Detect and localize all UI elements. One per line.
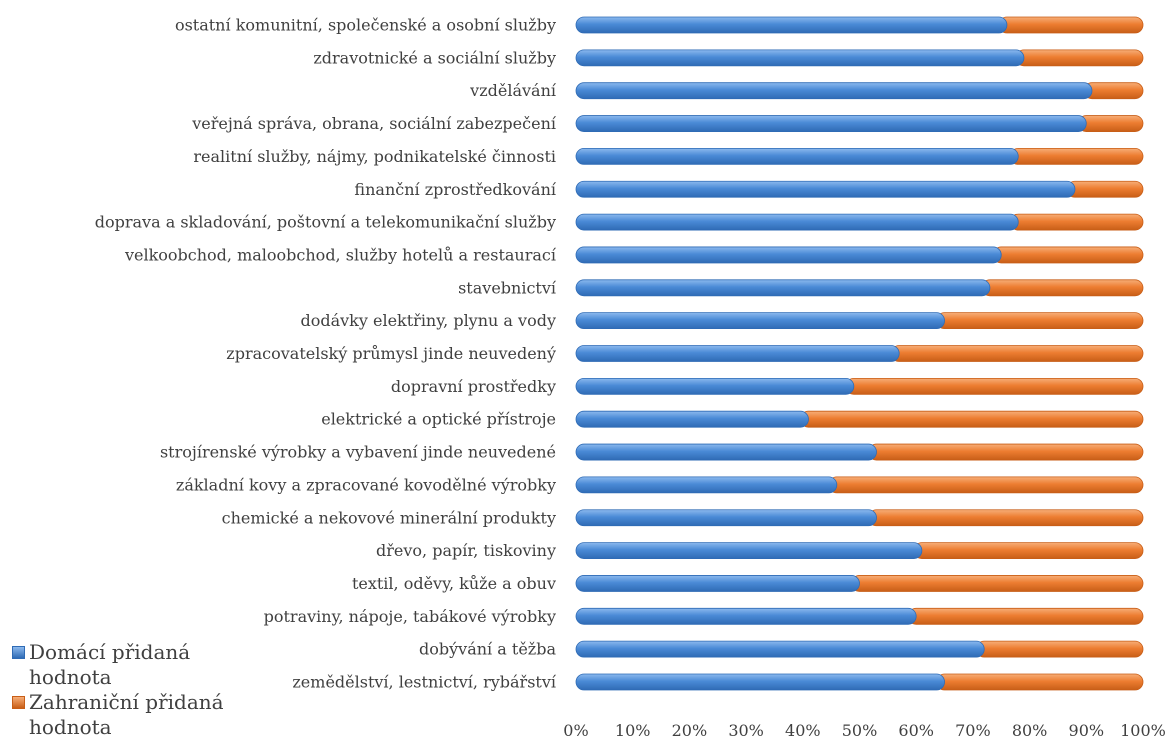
bar-foreign xyxy=(800,410,1144,428)
bar-foreign xyxy=(1083,82,1144,100)
bar-domestic xyxy=(575,509,877,527)
category-label: veřejná správa, obrana, sociální zabezpe… xyxy=(191,114,557,133)
category-label: stavebnictví xyxy=(458,278,557,297)
bar-domestic xyxy=(575,115,1087,132)
bar-foreign xyxy=(828,476,1144,494)
bar-foreign xyxy=(868,443,1144,461)
bar-domestic xyxy=(575,410,809,428)
bar-foreign xyxy=(1015,49,1144,67)
legend-item-foreign: Zahraniční přidaná hodnota xyxy=(12,690,242,740)
category-label: zpracovatelský průmysl jinde neuvedený xyxy=(226,344,556,363)
bar-domestic xyxy=(575,345,900,362)
bar-domestic xyxy=(575,673,945,691)
bar-domestic xyxy=(575,312,945,330)
bar-foreign xyxy=(907,607,1144,625)
bar-foreign xyxy=(981,279,1144,297)
category-label: ostatní komunitní, společenské a osobní … xyxy=(175,16,556,35)
bar-foreign xyxy=(936,312,1144,330)
category-label: dopravní prostředky xyxy=(391,377,556,396)
category-label: vzdělávání xyxy=(469,81,557,100)
bar-domestic xyxy=(575,180,1076,198)
bar-foreign xyxy=(913,542,1144,559)
bars-layer xyxy=(575,16,1144,691)
category-label: dobývání a těžba xyxy=(419,640,556,659)
x-tick-label: 30% xyxy=(728,721,764,740)
bar-foreign xyxy=(1009,213,1144,231)
bar-foreign xyxy=(845,377,1144,395)
bar-domestic xyxy=(575,279,991,297)
bar-domestic xyxy=(575,147,1019,165)
category-label: velkoobchod, maloobchod, služby hotelů a… xyxy=(124,245,557,264)
x-tick-label: 70% xyxy=(955,721,991,740)
bar-foreign xyxy=(998,16,1144,34)
bar-domestic xyxy=(575,575,860,592)
category-label: finanční zprostředkování xyxy=(354,180,556,199)
bar-foreign xyxy=(975,640,1144,658)
legend-swatch-foreign xyxy=(12,696,25,709)
x-tick-label: 40% xyxy=(785,721,821,740)
bar-domestic xyxy=(575,213,1019,231)
bar-foreign xyxy=(992,246,1144,264)
x-tick-label: 80% xyxy=(1012,721,1048,740)
bar-domestic xyxy=(575,607,917,625)
category-label: zdravotnické a sociální služby xyxy=(313,48,556,67)
bar-foreign xyxy=(851,575,1144,592)
x-tick-label: 0% xyxy=(563,721,588,740)
bar-domestic xyxy=(575,542,923,559)
category-label: dodávky elektřiny, plynu a vody xyxy=(300,311,556,330)
x-tick-label: 50% xyxy=(842,721,878,740)
bar-domestic xyxy=(575,16,1008,34)
category-label: doprava a skladování, poštovní a telekom… xyxy=(95,213,556,232)
bar-foreign xyxy=(890,345,1144,362)
category-label: elektrické a optické přístroje xyxy=(321,410,556,429)
x-tick-label: 10% xyxy=(615,721,651,740)
category-label: základní kovy a zpracované kovodělné výr… xyxy=(176,475,556,494)
bar-domestic xyxy=(575,476,838,494)
x-tick-label: 90% xyxy=(1069,721,1105,740)
bar-foreign xyxy=(1077,115,1144,132)
category-label: zemědělství, lestnictví, rybářství xyxy=(292,673,557,692)
x-tick-label: 100% xyxy=(1120,721,1166,740)
legend-label-domestic: Domácí přidaná hodnota xyxy=(29,640,191,689)
legend-label-foreign: Zahraniční přidaná hodnota xyxy=(29,690,224,739)
bar-foreign xyxy=(936,673,1144,691)
category-label: potraviny, nápoje, tabákové výrobky xyxy=(264,607,556,626)
category-label: chemické a nekovové minerální produkty xyxy=(222,508,556,527)
category-label: dřevo, papír, tiskoviny xyxy=(376,541,556,560)
x-axis-tick-labels: 0% 10% 20% 30% 40% 50% 60% 70% 80% 90% 100% xyxy=(563,721,1166,740)
x-tick-label: 60% xyxy=(898,721,934,740)
category-label: strojírenské výrobky a vybavení jinde ne… xyxy=(160,443,556,462)
category-labels: zemědělství, lestnictví, rybářství dobývá… xyxy=(95,16,557,692)
bar-foreign xyxy=(1066,180,1144,198)
legend-item-domestic: Domácí přidaná hodnota xyxy=(12,640,242,690)
bar-domestic xyxy=(575,377,855,395)
legend-swatch-domestic xyxy=(12,646,25,659)
x-tick-label: 20% xyxy=(672,721,708,740)
bar-domestic xyxy=(575,640,985,658)
category-label: realitní služby, nájmy, podnikatelské či… xyxy=(193,147,556,166)
category-label: textil, oděvy, kůže a obuv xyxy=(352,574,556,593)
bar-domestic xyxy=(575,49,1025,67)
bar-foreign xyxy=(1009,147,1144,165)
legend: Domácí přidaná hodnota Zahraniční přidan… xyxy=(12,640,242,740)
bar-foreign xyxy=(868,509,1144,527)
bar-domestic xyxy=(575,443,877,461)
bar-domestic xyxy=(575,246,1002,264)
bar-domestic xyxy=(575,82,1093,100)
